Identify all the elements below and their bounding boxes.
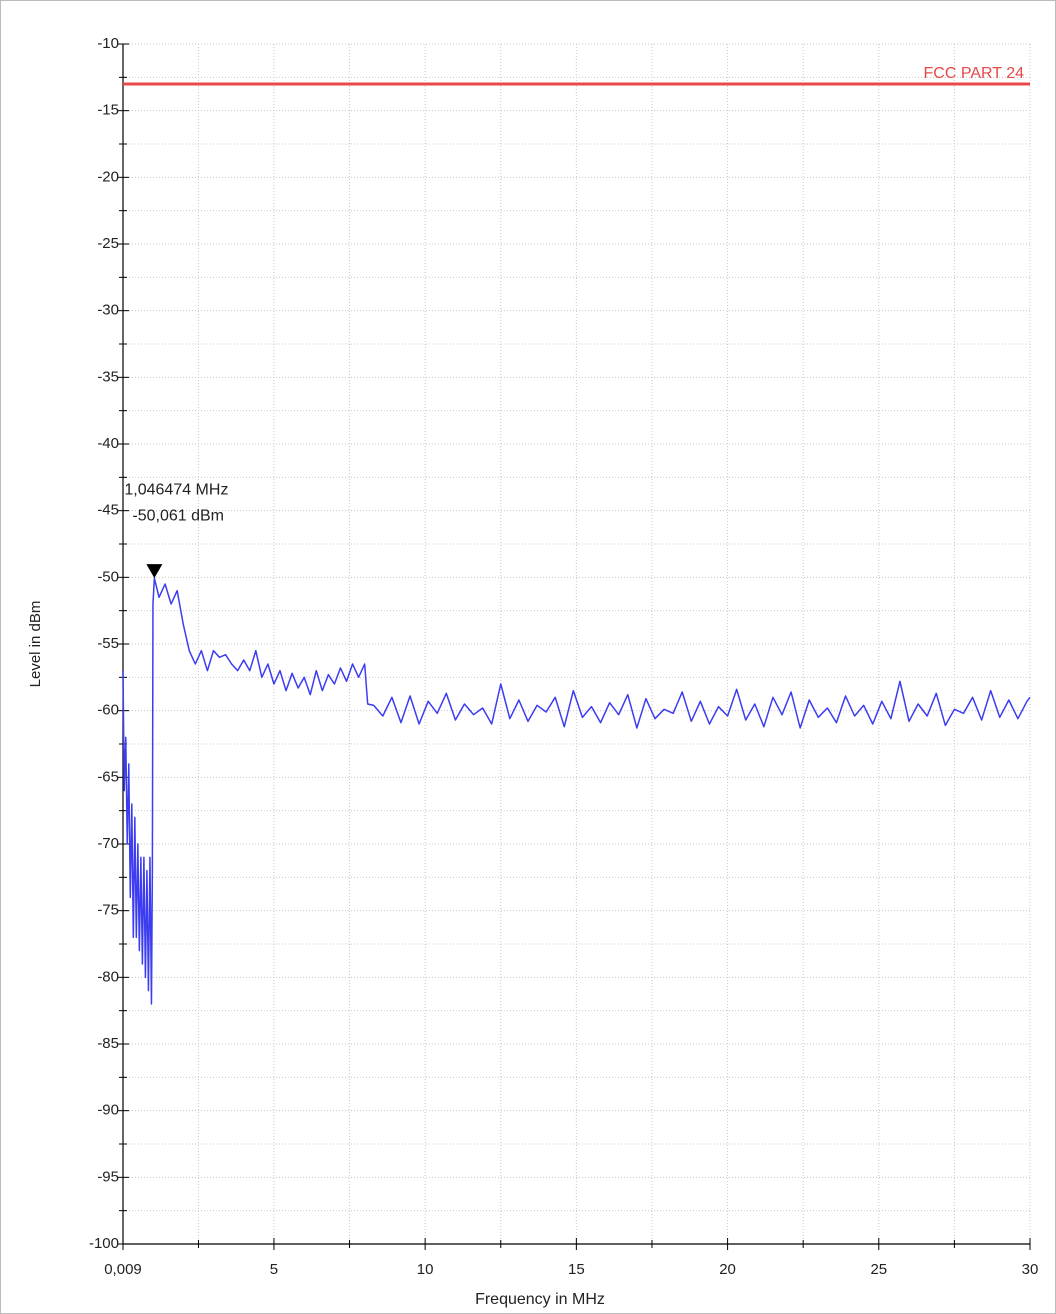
y-tick-label: -95 <box>97 1168 119 1185</box>
limit-line-label: FCC PART 24 <box>924 65 1025 82</box>
y-tick-label: -90 <box>97 1102 119 1119</box>
plot: FCC PART 24 1,046474 MHz -50,061 dBm <box>122 65 1031 1005</box>
y-tick-label: -45 <box>97 502 119 519</box>
x-tick-label: 30 <box>1022 1261 1039 1278</box>
y-tick-label: -60 <box>97 702 119 719</box>
trace <box>122 577 1031 1005</box>
x-axis-label: Frequency in MHz <box>475 1291 605 1308</box>
y-tick-label: -20 <box>97 168 119 185</box>
y-tick-label: -85 <box>97 1035 119 1052</box>
y-tick-label: -70 <box>97 835 119 852</box>
x-tick-label: 15 <box>568 1261 585 1278</box>
x-tick-label: 25 <box>870 1261 887 1278</box>
y-tick-label: -30 <box>97 302 119 319</box>
marker-level-label: -50,061 dBm <box>132 507 224 524</box>
peak-marker <box>146 564 163 579</box>
y-tick-label: -80 <box>97 968 119 985</box>
y-tick-label: -100 <box>89 1235 119 1252</box>
y-tick-label: -55 <box>97 635 119 652</box>
y-tick-label: -15 <box>97 102 119 119</box>
marker-freq-label: 1,046474 MHz <box>124 481 228 498</box>
y-axis-label: Level in dBm <box>27 601 44 688</box>
x-tick-label: 0,009 <box>104 1261 142 1278</box>
y-tick-label: -40 <box>97 435 119 452</box>
x-tick-label: 20 <box>719 1261 736 1278</box>
y-tick-label: -35 <box>97 368 119 385</box>
grid: -10 -15 -20 -25 -30 -35 -40 -45 -50 -55 -60 -65 -70 -… <box>89 35 1038 1278</box>
y-tick-label: -75 <box>97 902 119 919</box>
x-tick-label: 5 <box>270 1261 278 1278</box>
y-tick-label: -25 <box>97 235 119 252</box>
y-tick-label: -65 <box>97 768 119 785</box>
x-tick-label: 10 <box>417 1261 434 1278</box>
y-tick-label: -50 <box>97 568 119 585</box>
y-tick-label: -10 <box>97 35 119 52</box>
